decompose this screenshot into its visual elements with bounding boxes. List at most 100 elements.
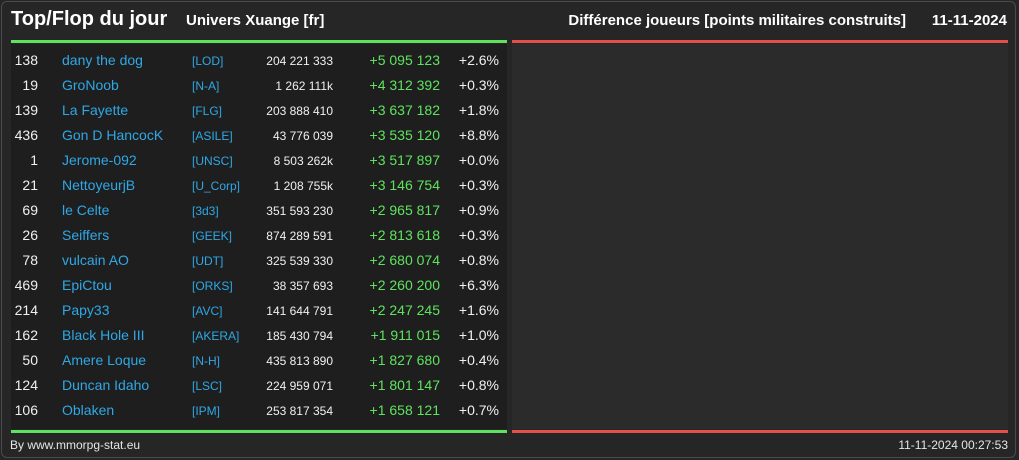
player-rank: 214	[14, 302, 38, 318]
player-total-points: 351 593 230	[266, 204, 333, 218]
player-rank: 50	[22, 352, 38, 368]
player-percent-change: +0.3%	[458, 227, 499, 243]
player-rank: 436	[14, 127, 38, 143]
player-name-link[interactable]: Black Hole III	[62, 327, 145, 343]
player-name-link[interactable]: Gon D HancocK	[62, 127, 164, 143]
player-total-points: 253 817 354	[266, 404, 333, 418]
player-name-link[interactable]: Papy33	[62, 302, 110, 318]
player-name-link[interactable]: Oblaken	[62, 402, 115, 418]
player-points-delta: +2 260 200	[369, 277, 440, 293]
player-total-points: 43 776 039	[272, 129, 333, 143]
player-total-points: 185 430 794	[266, 329, 333, 343]
alliance-tag-link[interactable]: [N-H]	[192, 354, 220, 368]
player-row: 124 Duncan Idaho [LSC] 224 959 071 +1 801 14…	[11, 377, 507, 402]
player-row: 436 Gon D HancocK [ASILE] 43 776 039 +3 535 …	[11, 127, 507, 152]
player-points-delta: +1 658 121	[369, 402, 440, 418]
player-total-points: 1 262 111k	[275, 79, 333, 93]
player-row: 162 Black Hole III [AKERA] 185 430 794 +1 91…	[11, 327, 507, 352]
player-total-points: 38 357 693	[272, 279, 333, 293]
player-name-link[interactable]: vulcain AO	[62, 252, 129, 268]
alliance-tag-link[interactable]: [IPM]	[192, 404, 221, 418]
player-points-delta: +1 911 015	[370, 327, 440, 343]
alliance-tag-link[interactable]: [U_Corp]	[192, 179, 241, 193]
player-points-delta: +4 312 392	[369, 77, 440, 93]
player-row: 1 Jerome-092 [UNSC] 8 503 262k +3 517 897 +0.…	[11, 152, 507, 177]
player-name-link[interactable]: La Fayette	[62, 102, 129, 118]
player-points-delta: +2 813 618	[369, 227, 440, 243]
player-name-link[interactable]: Duncan Idaho	[62, 377, 150, 393]
top-divider-red	[512, 40, 1008, 43]
alliance-tag-link[interactable]: [AVC]	[192, 304, 223, 318]
alliance-tag-link[interactable]: [ASILE]	[192, 129, 233, 143]
player-name-link[interactable]: NettoyeurjB	[62, 177, 136, 193]
alliance-tag-link[interactable]: [N-A]	[192, 79, 220, 93]
player-rank: 78	[22, 252, 38, 268]
player-percent-change: +0.7%	[458, 402, 499, 418]
player-row: 138 dany the dog [LOD] 204 221 333 +5 095 12…	[11, 52, 507, 77]
player-percent-change: +0.8%	[458, 377, 499, 393]
player-row: 78 vulcain AO [UDT] 325 539 330 +2 680 074 +0…	[11, 252, 507, 277]
alliance-tag-link[interactable]: [UNSC]	[192, 154, 233, 168]
alliance-tag-link[interactable]: [ORKS]	[192, 279, 233, 293]
player-row: 26 Seiffers [GEEK] 874 289 591 +2 813 618 +0.…	[11, 227, 507, 252]
player-points-delta: +2 680 074	[369, 252, 440, 268]
date-label: 11-11-2024	[931, 12, 1007, 29]
player-percent-change: +1.0%	[458, 327, 499, 343]
alliance-tag-link[interactable]: [FLG]	[192, 104, 223, 118]
player-percent-change: +0.4%	[458, 352, 499, 368]
player-row: 214 Papy33 [AVC] 141 644 791 +2 247 245 +1.6%	[11, 302, 507, 327]
player-total-points: 1 208 755k	[273, 179, 333, 193]
player-total-points: 325 539 330	[266, 254, 333, 268]
player-name-link[interactable]: le Celte	[62, 202, 110, 218]
player-percent-change: +0.0%	[458, 152, 499, 168]
player-row: 139 La Fayette [FLG] 203 888 410 +3 637 182 +…	[11, 102, 507, 127]
player-points-delta: +1 827 680	[369, 352, 440, 368]
player-rank: 469	[14, 277, 38, 293]
player-percent-change: +0.3%	[458, 77, 499, 93]
player-points-delta: +2 965 817	[369, 202, 440, 218]
credit-text[interactable]: By www.mmorpg-stat.eu	[10, 438, 141, 452]
player-total-points: 203 888 410	[266, 104, 333, 118]
player-name-link[interactable]: Seiffers	[62, 227, 110, 243]
header: Top/Flop du jour Univers Xuange [fr] Dif…	[0, 0, 1019, 40]
player-percent-change: +2.6%	[458, 52, 499, 68]
alliance-tag-link[interactable]: [LSC]	[192, 379, 223, 393]
alliance-tag-link[interactable]: [3d3]	[192, 204, 219, 218]
player-rank: 138	[14, 52, 38, 68]
player-rank: 1	[30, 152, 38, 168]
bottom-divider-green	[11, 430, 507, 433]
player-rank: 69	[22, 202, 38, 218]
player-rank: 139	[14, 102, 38, 118]
player-rank: 19	[22, 77, 38, 93]
alliance-tag-link[interactable]: [AKERA]	[192, 329, 240, 343]
player-points-delta: +3 535 120	[369, 127, 440, 143]
timestamp: 11-11-2024 00:27:53	[898, 438, 1008, 452]
player-total-points: 224 959 071	[266, 379, 333, 393]
top-players-panel: 138 dany the dog [LOD] 204 221 333 +5 095 12…	[11, 44, 507, 429]
alliance-tag-link[interactable]: [UDT]	[192, 254, 224, 268]
player-points-delta: +5 095 123	[369, 52, 440, 68]
alliance-tag-link[interactable]: [LOD]	[192, 54, 224, 68]
player-total-points: 141 644 791	[266, 304, 333, 318]
player-name-link[interactable]: Jerome-092	[62, 152, 137, 168]
top-divider-green	[11, 40, 507, 43]
player-row: 50 Amere Loque [N-H] 435 813 890 +1 827 680 +…	[11, 352, 507, 377]
player-points-delta: +1 801 147	[369, 377, 440, 393]
player-percent-change: +1.6%	[458, 302, 499, 318]
player-total-points: 874 289 591	[266, 229, 333, 243]
player-points-delta: +3 146 754	[369, 177, 440, 193]
metric-label: Différence joueurs [points militaires co…	[568, 12, 906, 29]
player-name-link[interactable]: dany the dog	[62, 52, 143, 68]
player-row: 19 GroNoob [N-A] 1 262 111k +4 312 392 +0.3%	[11, 77, 507, 102]
player-name-link[interactable]: Amere Loque	[62, 352, 147, 368]
alliance-tag-link[interactable]: [GEEK]	[192, 229, 233, 243]
player-row: 106 Oblaken [IPM] 253 817 354 +1 658 121 +0.7…	[11, 402, 507, 427]
player-percent-change: +0.3%	[458, 177, 499, 193]
flop-players-panel	[512, 44, 1008, 429]
player-percent-change: +1.8%	[458, 102, 499, 118]
player-name-link[interactable]: GroNoob	[62, 77, 119, 93]
player-points-delta: +3 637 182	[369, 102, 440, 118]
player-percent-change: +8.8%	[458, 127, 499, 143]
player-name-link[interactable]: EpiCtou	[62, 277, 112, 293]
player-total-points: 8 503 262k	[273, 154, 333, 168]
